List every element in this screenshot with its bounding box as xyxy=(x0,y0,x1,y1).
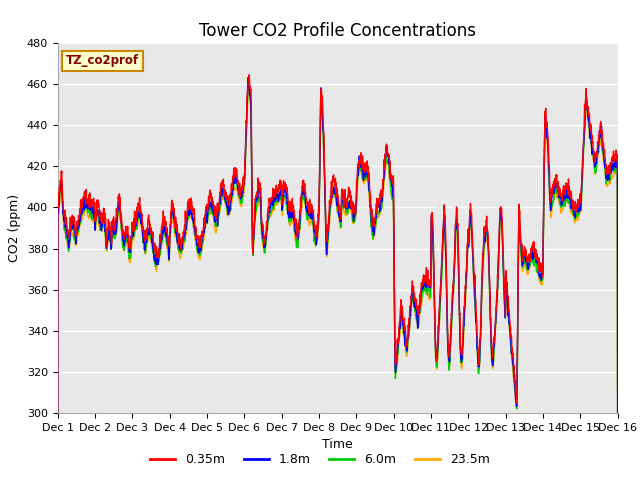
Y-axis label: CO2 (ppm): CO2 (ppm) xyxy=(8,194,21,262)
X-axis label: Time: Time xyxy=(322,438,353,451)
Title: Tower CO2 Profile Concentrations: Tower CO2 Profile Concentrations xyxy=(199,22,476,40)
Text: TZ_co2prof: TZ_co2prof xyxy=(66,54,139,67)
Legend: 0.35m, 1.8m, 6.0m, 23.5m: 0.35m, 1.8m, 6.0m, 23.5m xyxy=(145,448,495,471)
